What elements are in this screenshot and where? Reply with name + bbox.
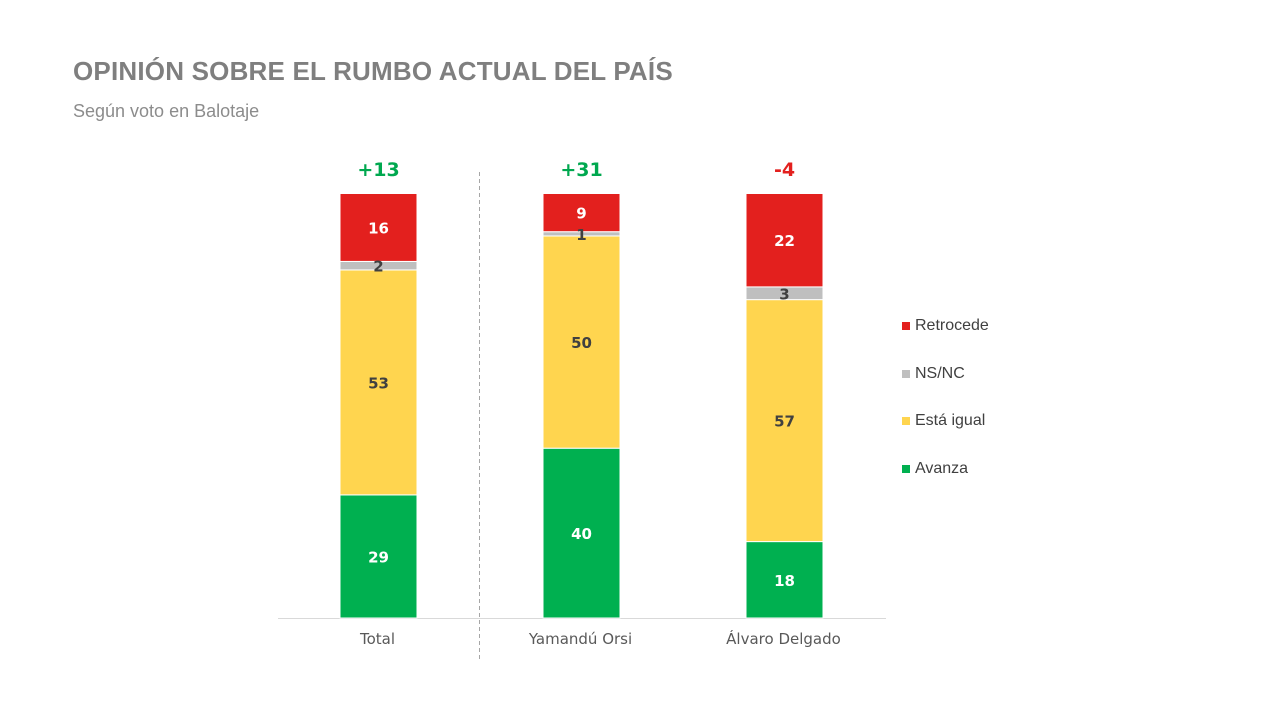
category-label: Álvaro Delgado [726, 629, 841, 648]
data-label-nsnc: 1 [576, 226, 586, 244]
labels-layer: 29 53 2 16 +13 Total 40 50 1 9 +31 Yamandú Orsi 18 57… [357, 159, 841, 648]
chart-legend: Retrocede NS/NC Está igual Avanza [902, 316, 989, 506]
bar-segment-retrocede [745, 193, 824, 288]
net-label: +31 [560, 159, 602, 181]
legend-swatch [902, 322, 910, 330]
bar-segment-esta-igual [339, 269, 418, 496]
legend-label: Avanza [915, 459, 969, 477]
category-label: Total [359, 630, 395, 648]
legend-label: NS/NC [915, 364, 965, 382]
legend-swatch [902, 417, 910, 425]
legend-item-avanza: Avanza [902, 459, 989, 479]
data-label-retrocede: 16 [368, 219, 389, 237]
legend-swatch [902, 369, 910, 378]
legend-label: Retrocede [915, 317, 989, 334]
legend-item-esta-igual: Está igual [902, 411, 989, 431]
data-label-esta-igual: 53 [368, 374, 389, 392]
data-label-nsnc: 3 [779, 285, 789, 303]
bars-layer [339, 193, 824, 619]
data-label-avanza: 29 [368, 548, 389, 566]
page-subtitle: Según voto en Balotaje [73, 101, 260, 121]
bar-segment-retrocede [542, 193, 621, 233]
data-label-retrocede: 9 [576, 205, 586, 223]
data-label-esta-igual: 57 [774, 413, 795, 431]
net-label: +13 [357, 159, 399, 181]
legend-label: Está igual [915, 412, 986, 429]
net-label: -4 [774, 159, 795, 181]
page-title: OPINIÓN SOBRE EL RUMBO ACTUAL DEL PAÍS [73, 56, 673, 86]
category-label: Yamandú Orsi [528, 630, 632, 648]
data-label-nsnc: 2 [373, 258, 383, 276]
bar-segment-esta-igual [745, 299, 824, 543]
legend-item-retrocede: Retrocede [902, 316, 989, 336]
data-label-avanza: 40 [571, 525, 592, 543]
bar-segment-retrocede [339, 193, 418, 262]
legend-swatch [902, 464, 910, 473]
data-label-avanza: 18 [774, 572, 795, 590]
bar-segment-esta-igual [542, 235, 621, 449]
bar-segment-avanza [745, 541, 824, 619]
bar-segment-avanza [542, 447, 621, 619]
data-label-esta-igual: 50 [571, 334, 592, 352]
data-label-retrocede: 22 [774, 232, 795, 250]
legend-item-nsnc: NS/NC [902, 364, 989, 384]
